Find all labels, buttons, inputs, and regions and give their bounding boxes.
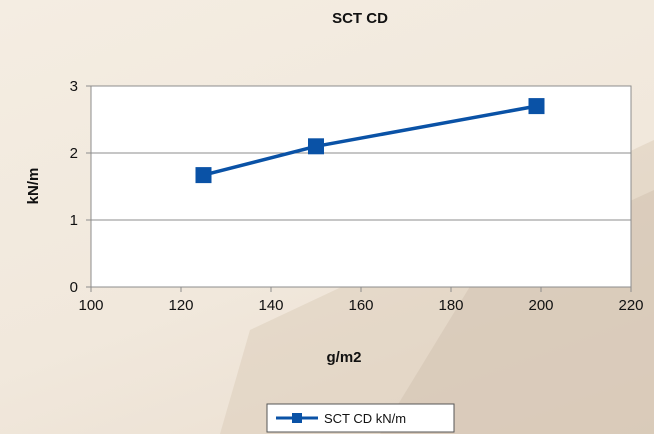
x-tick-label: 100 xyxy=(78,297,103,314)
chart-title: SCT CD xyxy=(332,10,388,27)
x-tick-labels: 100 120 140 160 180 200 220 xyxy=(78,287,644,314)
plot-area xyxy=(90,85,632,288)
gridlines xyxy=(91,152,631,221)
x-axis-title: g/m2 xyxy=(326,349,361,366)
legend-box xyxy=(266,403,455,433)
legend: SCT CD kN/m xyxy=(266,403,455,433)
y-tick-label: 2 xyxy=(70,145,78,162)
y-tick-labels: 0 1 2 3 xyxy=(70,78,91,296)
y-tick-label: 0 xyxy=(70,279,78,296)
legend-marker xyxy=(292,413,302,423)
y-tick-label: 3 xyxy=(70,78,78,95)
x-tick-label: 120 xyxy=(168,297,193,314)
x-tick-label: 180 xyxy=(438,297,463,314)
series-group xyxy=(195,98,545,184)
x-tick-label: 200 xyxy=(528,297,553,314)
x-tick-label: 160 xyxy=(348,297,373,314)
x-tick-label: 140 xyxy=(258,297,283,314)
data-point-marker xyxy=(195,167,212,184)
y-axis-title: kN/m xyxy=(25,168,42,205)
y-tick-label: 1 xyxy=(70,212,78,229)
data-point-marker xyxy=(528,98,545,115)
x-tick-label: 220 xyxy=(618,297,643,314)
legend-label: SCT CD kN/m xyxy=(324,411,406,426)
data-point-marker xyxy=(308,138,324,155)
